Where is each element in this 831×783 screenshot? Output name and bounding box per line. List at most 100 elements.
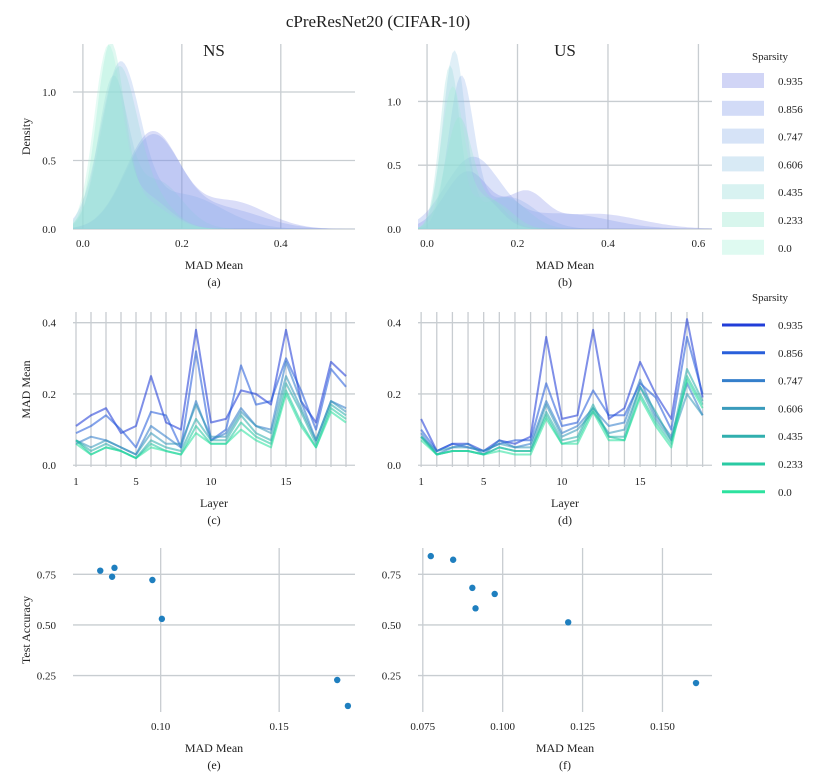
panel-a: 0.0 0.2 0.4 0.0 0.5 1.0 MAD Mean (a) Density NS: [19, 41, 355, 289]
x-tick-label: 0.15: [270, 721, 290, 733]
scatter-point: [449, 556, 457, 563]
legend-label: 0.606: [778, 403, 803, 415]
y-tick-label: 0.75: [382, 569, 402, 581]
x-axis-label: MAD Mean: [185, 258, 243, 272]
kde-area-0.935: [418, 171, 712, 229]
x-tick-label: 0.150: [650, 721, 675, 733]
panel-title: NS: [203, 41, 225, 60]
legend-label: 0.935: [778, 320, 803, 332]
legend-lines: 0.935 0.856 0.747 0.606 0.435 0.233 0.0: [722, 320, 803, 499]
x-tick-label: 0.075: [410, 721, 435, 733]
kde-area-0.856: [73, 134, 355, 229]
y-tick-label: 0.2: [387, 389, 401, 401]
legend-title-lines: Sparsity: [752, 292, 789, 304]
legend-label: 0.856: [778, 348, 803, 360]
kde-area-0.435: [418, 65, 712, 229]
legend-label: 0.747: [778, 132, 803, 144]
kde-area-0.747: [73, 61, 355, 229]
legend-patch: [722, 212, 764, 227]
x-tick-label: 0.2: [511, 238, 525, 250]
y-tick-label: 0.50: [37, 620, 57, 632]
y-tick-label: 0.0: [42, 224, 56, 236]
x-tick-label: 0.125: [570, 721, 595, 733]
x-tick-label: 10: [206, 476, 218, 488]
x-tick-label: 0.4: [601, 238, 615, 250]
y-tick-label: 0.4: [387, 318, 401, 330]
legend-kde: 0.935 0.856 0.747 0.606 0.435 0.233 0.0: [722, 73, 803, 255]
scatter-point: [469, 584, 476, 592]
scatter-point: [344, 702, 352, 710]
scatter-point: [472, 605, 479, 612]
panel-caption: (a): [207, 275, 220, 289]
x-tick-label: 0.0: [420, 238, 434, 250]
kde-area-0.233: [418, 117, 712, 229]
kde-area-0.747: [418, 75, 712, 230]
line-series-0.0: [75, 393, 347, 460]
legend-label: 0.0: [778, 487, 792, 499]
y-tick-label: 0.5: [387, 160, 401, 172]
scatter-point: [491, 590, 498, 598]
legend-label: 0.747: [778, 376, 803, 388]
x-tick-label: 5: [481, 476, 487, 488]
x-tick-label: 1: [418, 476, 424, 488]
y-tick-label: 0.2: [42, 389, 56, 401]
kde-area-0.856: [418, 156, 712, 229]
x-tick-label: 15: [635, 476, 647, 488]
x-tick-label: 10: [556, 476, 568, 488]
x-tick-label: 0.0: [76, 238, 90, 250]
y-tick-label: 0.25: [37, 671, 57, 683]
line-series-0.606: [420, 385, 704, 452]
kde-area-0.0: [418, 86, 712, 229]
y-tick-label: 0.5: [42, 155, 56, 167]
scatter-point: [692, 679, 700, 687]
figure-title: cPreResNet20 (CIFAR-10): [286, 12, 470, 31]
panel-title: US: [554, 41, 576, 60]
y-tick-label: 0.25: [382, 671, 402, 683]
scatter-point: [111, 564, 118, 572]
panel-caption: (d): [558, 513, 572, 527]
y-tick-label: 0.50: [382, 620, 402, 632]
x-tick-label: 0.2: [175, 238, 189, 250]
panel-e: 0.10 0.15 0.25 0.50 0.75 MAD Mean (e) Test Accu…: [19, 548, 355, 772]
x-axis-label: Layer: [551, 496, 579, 510]
legend-patch: [722, 128, 764, 144]
y-axis-label: Test Accuracy: [19, 596, 33, 664]
panel-b: 0.0 0.2 0.4 0.6 0.0 0.5 1.0 MAD Mean (b) US: [387, 41, 712, 289]
kde-area-0.435: [73, 65, 355, 230]
legend-label: 0.856: [778, 104, 803, 116]
panel-f: 0.075 0.100 0.125 0.150 0.25 0.50 0.75 MAD Mean…: [382, 548, 712, 772]
line-series-0.606: [75, 375, 347, 456]
line-series-0.747: [420, 378, 704, 456]
scatter-point: [97, 567, 104, 574]
y-tick-label: 0.0: [42, 460, 56, 472]
legend-patch: [722, 156, 764, 172]
kde-area-0.606: [418, 50, 712, 230]
y-tick-label: 0.0: [387, 460, 401, 472]
x-axis-label: MAD Mean: [536, 741, 594, 755]
x-tick-label: 1: [73, 476, 79, 488]
line-series-0.0: [420, 378, 704, 456]
x-axis-label: MAD Mean: [185, 741, 243, 755]
x-axis-label: Layer: [200, 496, 228, 510]
legend-label: 0.435: [778, 187, 803, 199]
legend-label: 0.606: [778, 159, 803, 171]
legend-label: 0.0: [778, 243, 792, 255]
y-tick-label: 1.0: [387, 96, 401, 108]
kde-area-0.606: [73, 75, 355, 230]
x-tick-label: 0.100: [490, 721, 515, 733]
x-tick-label: 5: [133, 476, 139, 488]
y-tick-label: 1.0: [42, 87, 56, 99]
panel-caption: (b): [558, 275, 572, 289]
scatter-point: [149, 576, 156, 584]
y-axis-label: MAD Mean: [19, 360, 33, 418]
legend-label: 0.233: [778, 459, 803, 471]
legend-label: 0.435: [778, 431, 803, 443]
panel-caption: (e): [207, 758, 220, 772]
scatter-point: [334, 676, 341, 684]
y-tick-label: 0.4: [42, 318, 56, 330]
kde-area-0.0: [73, 44, 355, 229]
